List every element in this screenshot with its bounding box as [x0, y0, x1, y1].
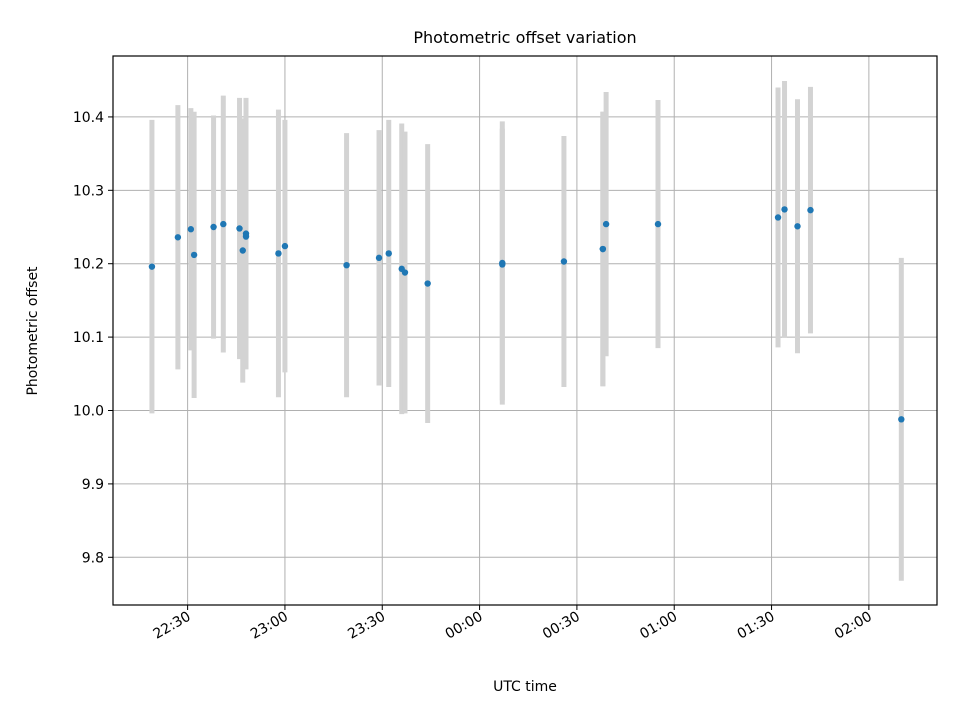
- data-point: [220, 220, 227, 228]
- data-point: [781, 206, 788, 213]
- data-point: [385, 250, 392, 257]
- data-point: [275, 250, 282, 257]
- x-tick-label: 02:00: [832, 609, 875, 643]
- data-point: [281, 242, 289, 250]
- y-axis: 9.8 9.9 10.0 10.1 10.2 10.3 10.4: [73, 110, 113, 566]
- data-point: [602, 220, 610, 228]
- data-point: [210, 223, 217, 231]
- data-point: [239, 247, 246, 254]
- data-point: [401, 269, 409, 276]
- y-tick-label: 9.8: [82, 550, 104, 566]
- x-tick-label: 01:30: [735, 609, 778, 643]
- data-point: [148, 263, 156, 270]
- x-axis: 22:30 23:00 23:30 00:00 00:30 01:00 01:30 02:00: [151, 605, 875, 643]
- chart-title: Photometric offset variation: [413, 28, 636, 47]
- data-point: [654, 220, 662, 228]
- errorbars: [149, 80, 904, 581]
- x-tick-label: 00:00: [443, 609, 486, 643]
- data-point: [236, 225, 243, 232]
- data-points: [148, 206, 905, 423]
- data-point: [898, 416, 905, 423]
- data-point: [599, 245, 607, 253]
- data-point: [424, 280, 431, 287]
- data-point: [343, 261, 350, 269]
- data-point: [794, 223, 801, 230]
- y-tick-label: 10.1: [73, 330, 104, 346]
- y-tick-label: 10.4: [73, 110, 104, 126]
- data-point: [190, 251, 198, 259]
- x-tick-label: 23:30: [345, 609, 388, 643]
- y-tick-label: 10.3: [73, 183, 104, 199]
- data-point: [560, 258, 568, 265]
- data-point: [499, 261, 506, 268]
- y-tick-label: 10.2: [73, 257, 104, 273]
- grid: [113, 56, 937, 605]
- data-point: [242, 233, 250, 240]
- plot-area: [112, 55, 938, 606]
- x-tick-label: 22:30: [151, 609, 194, 643]
- x-axis-label: UTC time: [493, 679, 557, 695]
- x-tick-label: 00:30: [540, 609, 583, 643]
- data-point: [774, 214, 782, 221]
- data-point: [375, 254, 383, 262]
- data-point: [187, 226, 195, 233]
- data-point: [807, 206, 814, 214]
- y-tick-label: 9.9: [82, 477, 104, 493]
- y-tick-label: 10.0: [73, 404, 104, 420]
- x-tick-label: 23:00: [248, 609, 291, 643]
- data-point: [174, 234, 182, 241]
- y-axis-label: Photometric offset: [25, 266, 41, 396]
- x-tick-label: 01:00: [637, 609, 680, 643]
